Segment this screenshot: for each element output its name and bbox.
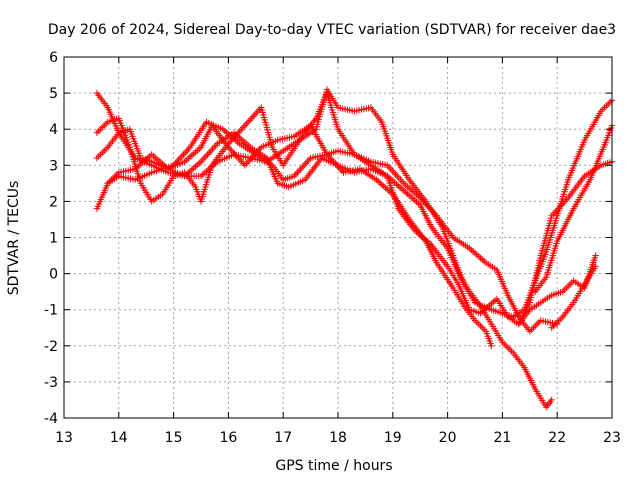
- y-tick-label: 3: [49, 158, 58, 174]
- x-tick-label: 23: [603, 430, 621, 446]
- chart-title: Day 206 of 2024, Sidereal Day-to-day VTE…: [48, 22, 616, 38]
- y-tick-label: 4: [49, 122, 58, 138]
- y-tick-label: 2: [49, 194, 58, 210]
- series-pass-5: [104, 122, 495, 349]
- y-axis-tick-labels: -4 -3 -2 -1 0 1 2 3 4 5 6: [44, 50, 58, 427]
- x-tick-label: 13: [55, 430, 73, 446]
- x-tick-label: 18: [329, 430, 347, 446]
- x-tick-label: 15: [165, 430, 183, 446]
- x-tick-label: 19: [384, 430, 402, 446]
- y-tick-label: 0: [49, 267, 58, 283]
- x-tick-label: 16: [219, 430, 237, 446]
- x-tick-label: 14: [110, 430, 128, 446]
- y-tick-label: -1: [44, 303, 58, 319]
- series-markers: [93, 89, 616, 328]
- grid-lines: [64, 57, 612, 418]
- x-tick-label: 20: [439, 430, 457, 446]
- y-tick-label: 1: [49, 231, 58, 247]
- series-markers: [532, 122, 616, 295]
- series-trace: [107, 124, 493, 347]
- x-axis-label: GPS time / hours: [275, 458, 392, 474]
- series-pass-6: [532, 122, 616, 295]
- x-axis-tick-labels: 13 14 15 16 17 18 19 20 21 22 23: [55, 430, 621, 446]
- y-tick-label: -3: [44, 375, 58, 391]
- y-tick-label: -2: [44, 339, 58, 355]
- data-series: [93, 86, 616, 411]
- series-markers: [548, 263, 599, 331]
- series-pass-8: [548, 263, 599, 331]
- y-tick-label: 5: [49, 86, 58, 102]
- y-tick-label: 6: [49, 50, 58, 66]
- x-tick-label: 22: [548, 430, 566, 446]
- series-markers: [104, 122, 495, 349]
- series-markers: [93, 126, 555, 411]
- x-tick-label: 17: [274, 430, 292, 446]
- y-tick-label: -4: [44, 411, 58, 427]
- axis-ticks: [63, 56, 613, 419]
- y-axis-label: SDTVAR / TECUs: [6, 181, 22, 296]
- x-tick-label: 21: [493, 430, 511, 446]
